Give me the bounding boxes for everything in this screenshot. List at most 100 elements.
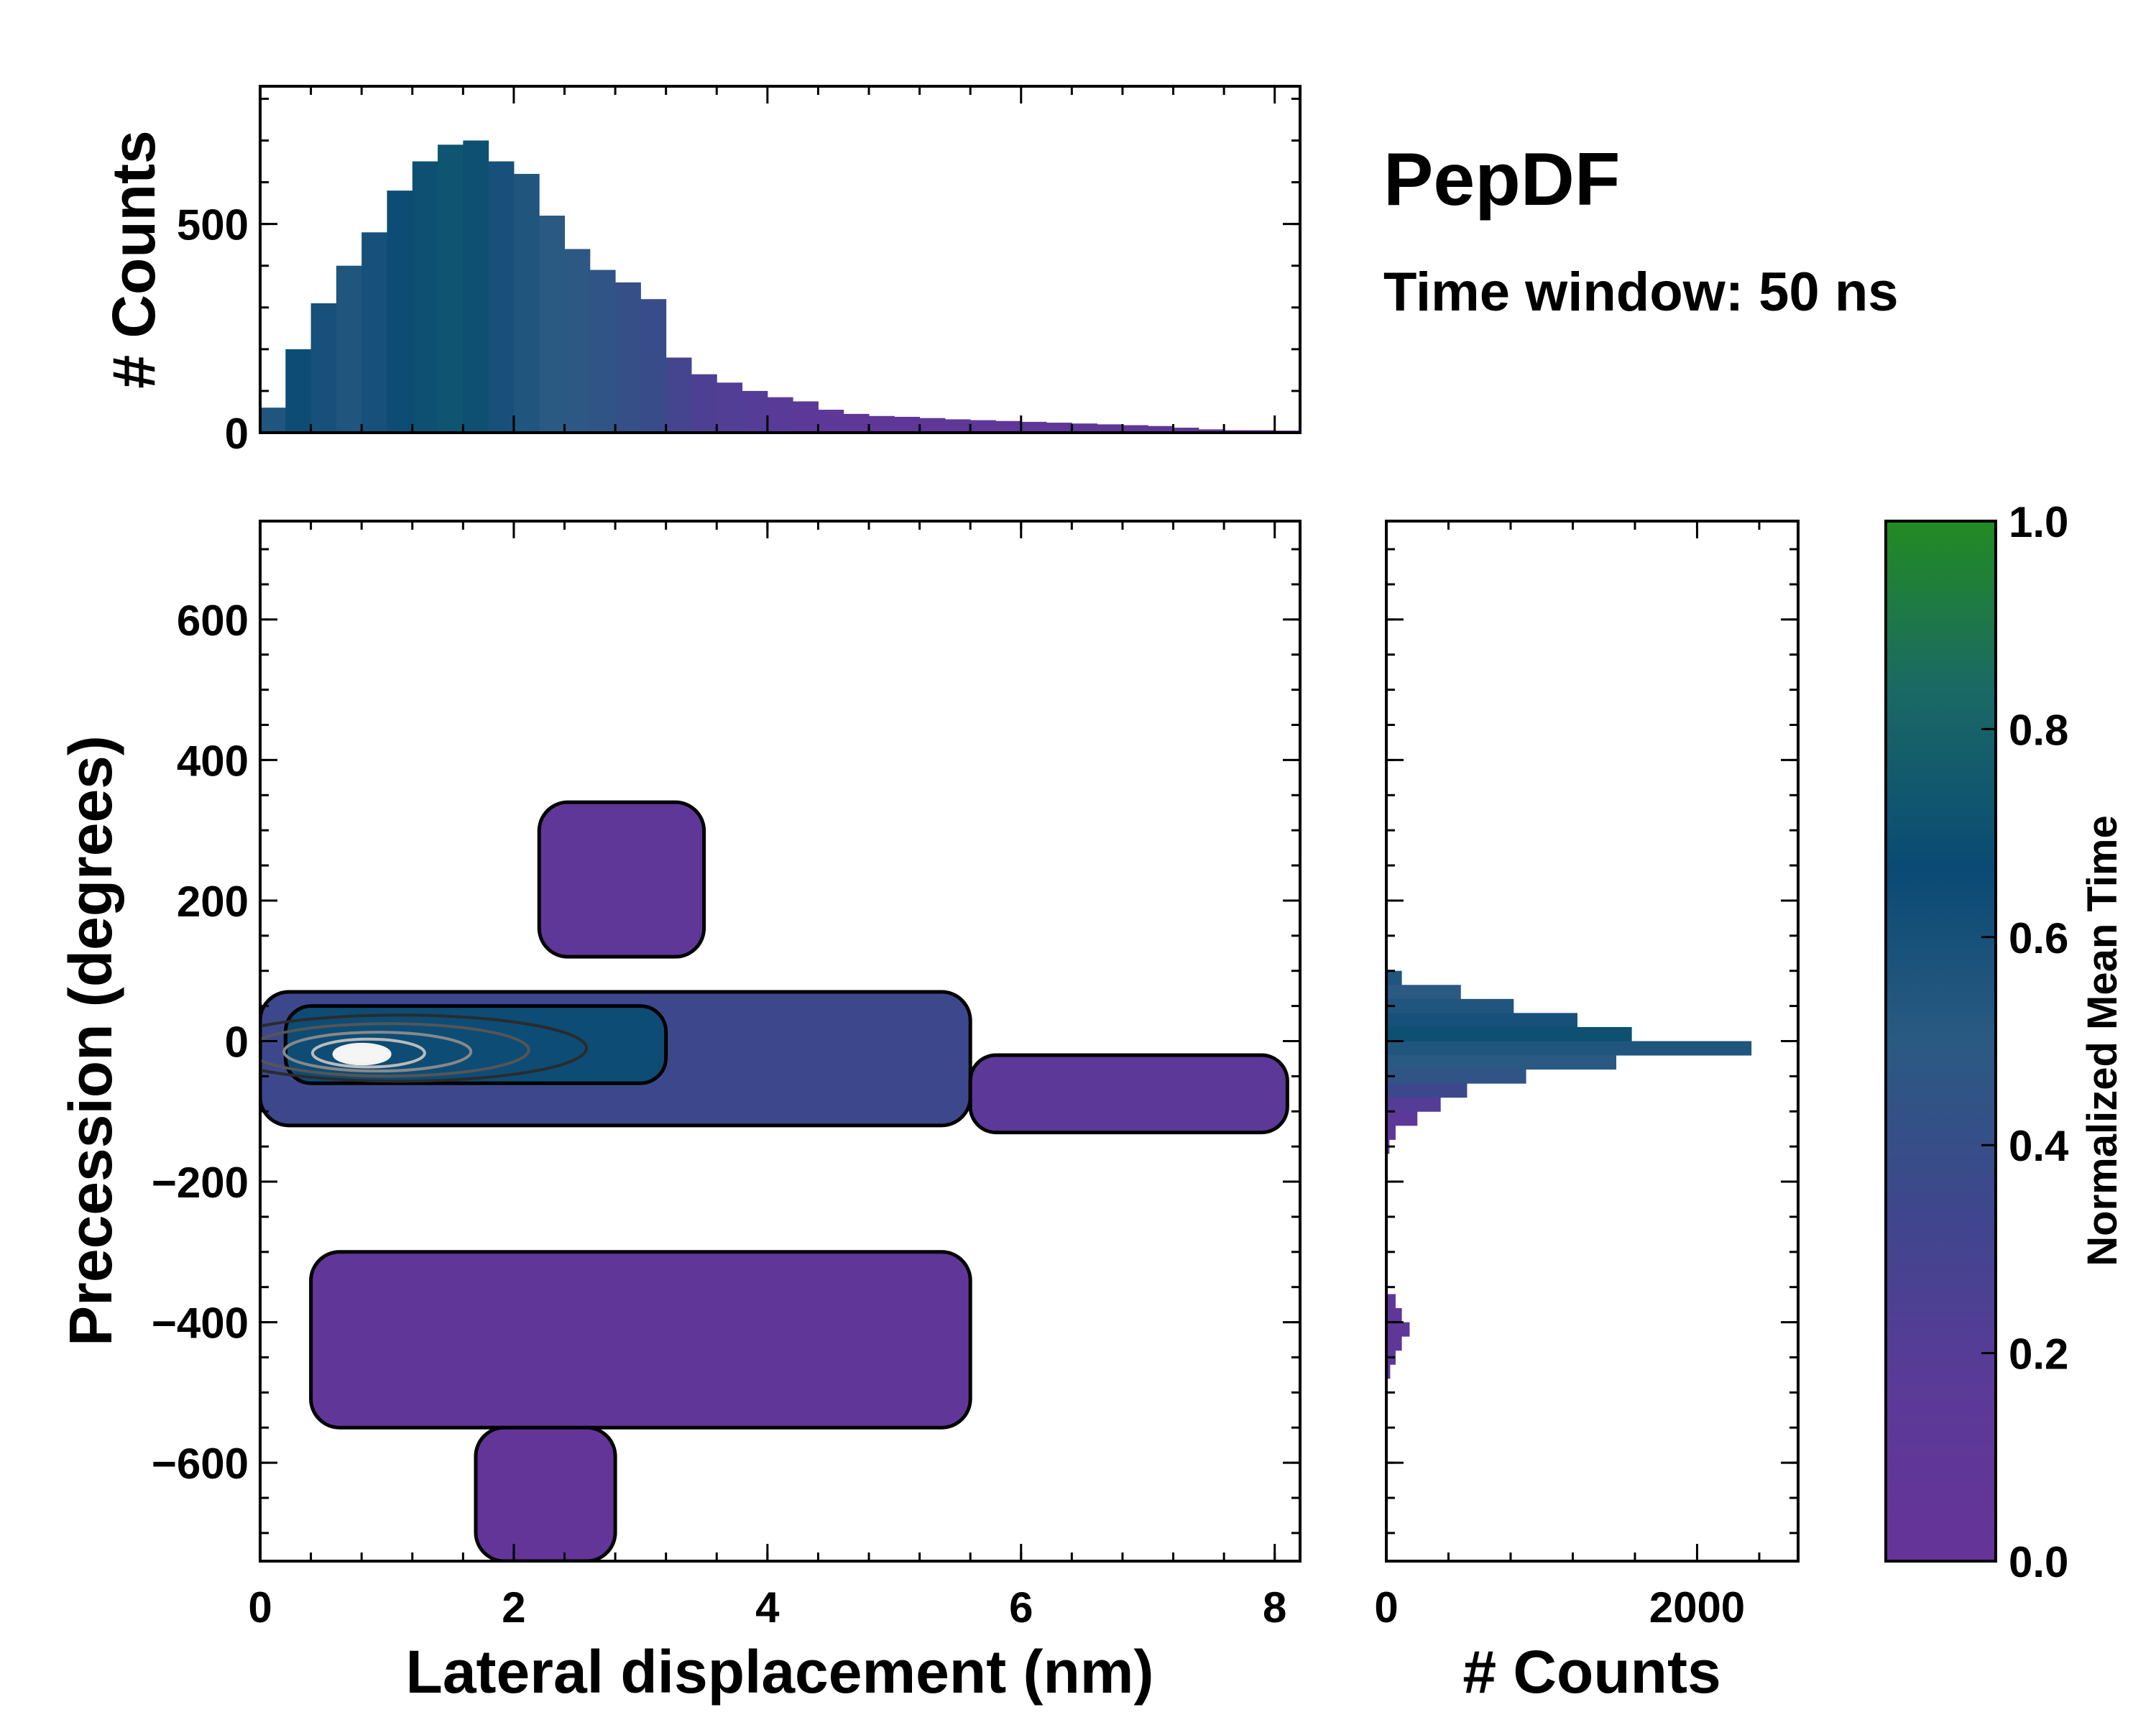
colorbar-frame [1884, 520, 1997, 1563]
top-histogram-bar [1072, 423, 1098, 433]
main-ylabel: Precession (degrees) [57, 735, 124, 1346]
figure-subtitle: Time window: 50 ns [1383, 262, 1899, 323]
top-histogram-bar [995, 420, 1022, 433]
main-xtick-label: 0 [248, 1583, 272, 1632]
top-ytick-label: 500 [177, 201, 249, 249]
top-histogram-bar [513, 173, 540, 433]
right-histogram-bar [1386, 1097, 1441, 1112]
main-ytick-label: −600 [152, 1440, 249, 1488]
main-ytick-label: 400 [177, 737, 249, 785]
top-histogram-bar [615, 282, 641, 433]
top-histogram-bar [438, 144, 464, 433]
right-xtick-label: 0 [1374, 1583, 1398, 1632]
density-contour-2 [282, 1031, 473, 1073]
top-histogram-bar [285, 349, 312, 433]
top-histogram-bar [1148, 426, 1174, 433]
heatmap-region-4 [309, 1250, 972, 1430]
colorbar-tick-label: 0.2 [2009, 1330, 2068, 1379]
top-histogram-bar [944, 419, 971, 433]
right-histogram-bar [1386, 1069, 1526, 1084]
colorbar-label: Normalized Mean Time [2079, 815, 2126, 1266]
right-histogram-bar [1386, 970, 1402, 985]
right-histogram-xlabel: # Counts [1462, 1638, 1720, 1706]
top-histogram-bar [539, 216, 566, 433]
main-xlabel: Lateral displacement (nm) [406, 1638, 1154, 1706]
right-histogram-frame [1385, 520, 1800, 1563]
top-histogram-bar [767, 397, 793, 433]
heatmap-region-1 [968, 1053, 1289, 1135]
right-histogram-bar [1386, 1308, 1402, 1323]
right-histogram-bar [1386, 998, 1514, 1013]
right-histogram-bar [1386, 1055, 1617, 1070]
right-marginal-histogram: 0 2000 # Counts [1374, 520, 1800, 1706]
top-histogram-bar [1097, 424, 1123, 433]
main-ytick-label: 200 [177, 878, 249, 926]
top-histogram-bar [488, 161, 515, 433]
top-histogram-bar [463, 140, 489, 433]
top-histogram-bar [361, 232, 387, 433]
right-histogram-bar [1386, 1111, 1418, 1126]
main-xtick-label: 2 [502, 1583, 525, 1632]
main-ytick-label: 0 [225, 1018, 249, 1067]
right-histogram-bar [1386, 1125, 1396, 1140]
top-histogram-bar [1122, 425, 1148, 433]
main-ytick-label: −200 [152, 1159, 249, 1207]
top-histogram-bar [919, 418, 946, 433]
top-histogram-bar [970, 420, 996, 433]
top-histogram-bar [717, 382, 743, 433]
top-histogram-bar [336, 265, 362, 433]
top-histogram-bar [691, 374, 717, 433]
top-histogram-bar [793, 401, 819, 433]
colorbar-fill [1886, 521, 1996, 1561]
right-histogram-bar [1386, 1041, 1752, 1056]
top-histogram-bar [869, 415, 895, 433]
top-histogram-frame [259, 85, 1302, 434]
main-plot-frame [259, 520, 1302, 1563]
right-histogram-bar [1386, 985, 1461, 1000]
top-histogram-bar [1021, 421, 1047, 433]
main-ytick-label: −400 [152, 1300, 249, 1348]
right-histogram-bar [1386, 1294, 1396, 1309]
main-xtick-label: 8 [1263, 1583, 1286, 1632]
top-histogram-bar [564, 249, 591, 433]
density-contour-3 [310, 1037, 426, 1069]
top-marginal-histogram: 0 500 # Counts [100, 85, 1302, 458]
colorbar: 0.0 0.2 0.4 0.6 0.8 1.0 Normalized Mean Time [1884, 498, 2126, 1586]
top-histogram-bar [818, 410, 844, 433]
top-histogram-bar [589, 270, 616, 433]
heatmap-region-2 [283, 1004, 668, 1085]
top-histogram-bar [260, 408, 286, 433]
top-histogram-bar [1198, 429, 1225, 433]
top-histogram-bar [387, 190, 413, 433]
top-ytick-label: 0 [225, 410, 249, 458]
right-histogram-bar [1386, 1013, 1577, 1028]
top-histogram-bar [310, 303, 337, 433]
figure-title: PepDF [1383, 138, 1620, 221]
top-histogram-bar [843, 413, 870, 433]
density-contour-4 [332, 1042, 392, 1066]
right-histogram-bar [1386, 1026, 1632, 1041]
top-histogram-bar [1046, 423, 1072, 433]
right-histogram-bar [1386, 1322, 1410, 1337]
right-histogram-bar [1386, 1336, 1402, 1351]
top-histogram-bar [1173, 428, 1199, 433]
top-histogram-ylabel: # Counts [100, 130, 167, 388]
top-histogram-bar [742, 390, 768, 433]
colorbar-tick-label: 0.8 [2009, 706, 2068, 754]
heatmap-region-5 [474, 1425, 617, 1561]
top-histogram-bar [640, 299, 667, 433]
colorbar-tick-label: 0.4 [2009, 1122, 2069, 1170]
top-histogram-bar [412, 161, 438, 433]
main-xtick-label: 6 [1009, 1583, 1033, 1632]
colorbar-tick-label: 1.0 [2009, 498, 2068, 546]
main-ytick-label: 600 [177, 597, 249, 645]
colorbar-tick-label: 0.6 [2009, 914, 2068, 962]
right-histogram-bar [1386, 1364, 1391, 1379]
right-xtick-label: 2000 [1649, 1583, 1745, 1632]
main-xtick-label: 4 [755, 1583, 780, 1632]
main-heatmap: 0 2 4 6 8 −600 −400 −200 0 200 400 600 Lateral disp… [57, 520, 1302, 1706]
heatmap-region-3 [537, 800, 706, 959]
colorbar-tick-label: 0.0 [2009, 1538, 2068, 1586]
top-histogram-bar [665, 357, 692, 433]
